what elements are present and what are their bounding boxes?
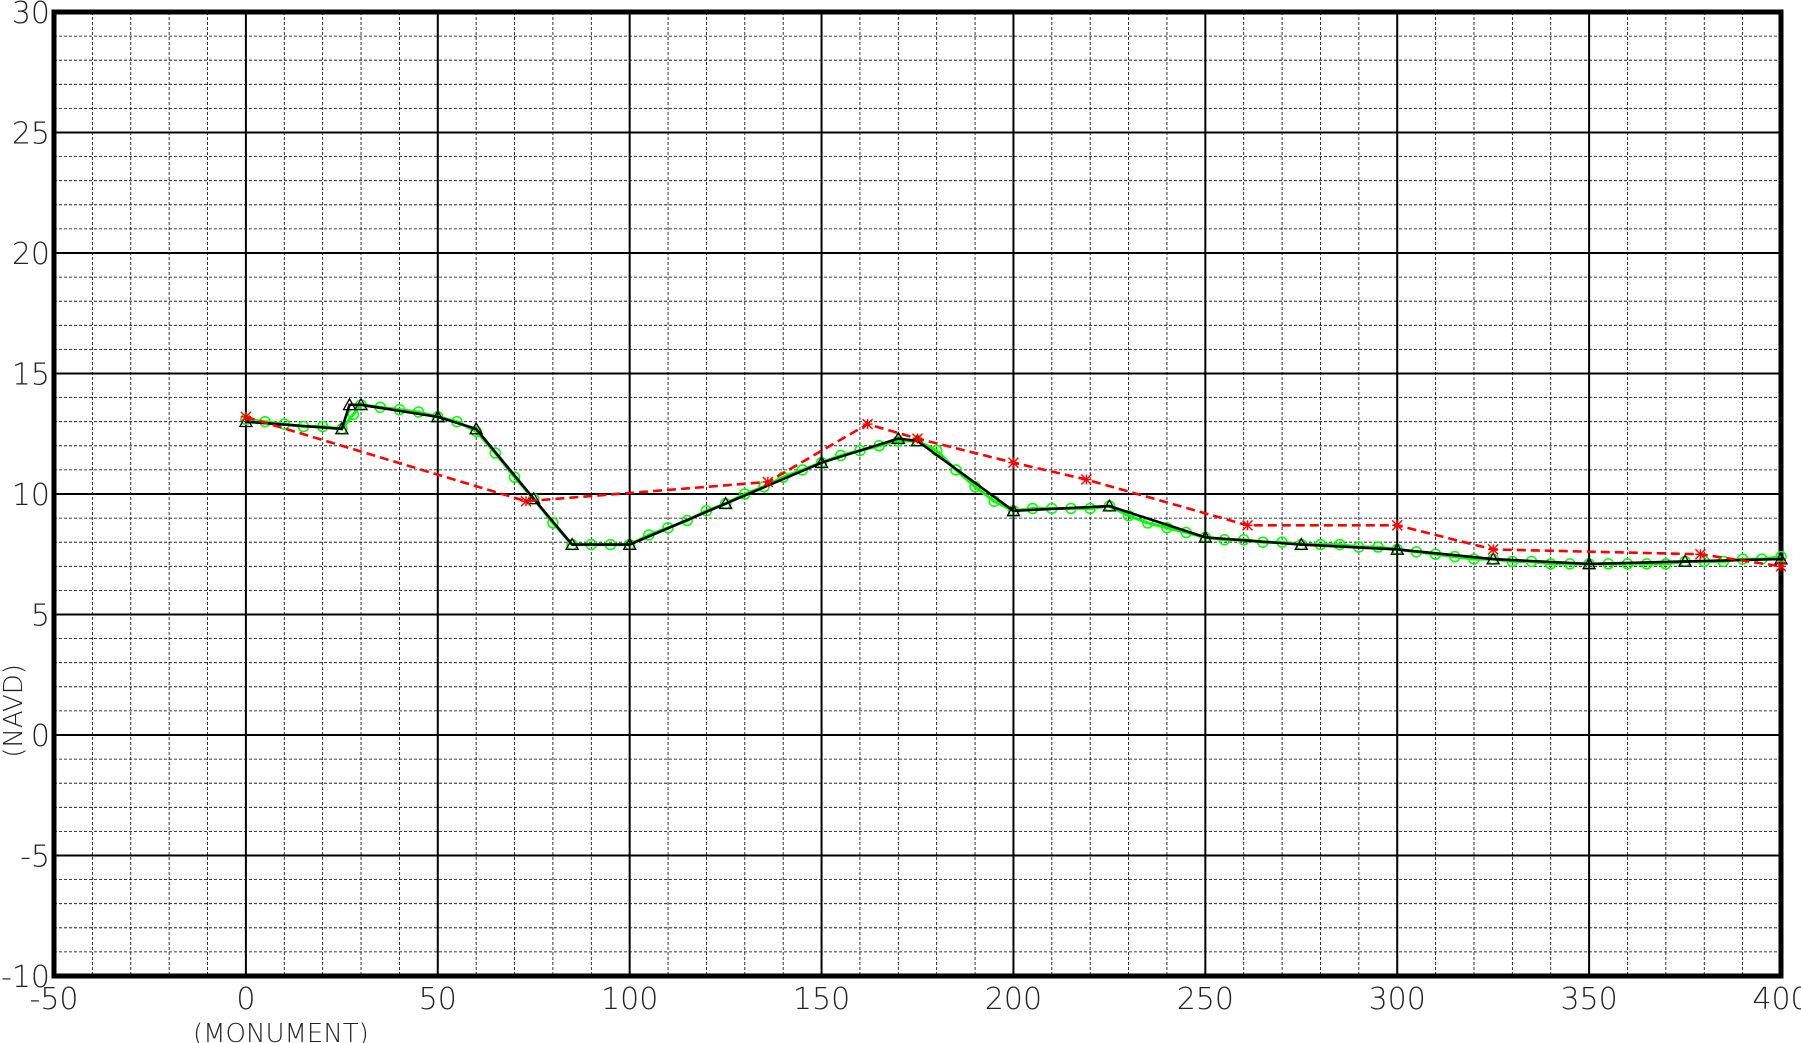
series-line	[245, 403, 1782, 566]
y-tick-label: 10	[12, 478, 50, 513]
y-tick-label: 20	[12, 237, 50, 272]
data-point	[622, 537, 637, 551]
data-point	[1333, 538, 1346, 551]
data-point	[1198, 530, 1213, 543]
series-0	[238, 397, 1789, 570]
data-point	[950, 464, 962, 476]
y-tick-label: 25	[12, 117, 50, 152]
data-point	[469, 421, 484, 435]
data-point	[334, 421, 349, 435]
x-tick-label: 400	[1752, 982, 1801, 1017]
data-point	[862, 418, 874, 430]
y-tick-labels: 30 25 20 15 10 5 0 -5 -10	[1, 0, 50, 995]
x-tick-label: 300	[1369, 982, 1426, 1017]
y-tick-label: -10	[1, 960, 50, 995]
x-tick-label: 250	[1177, 982, 1234, 1017]
y-tick-label: 15	[12, 358, 50, 393]
data-point	[1390, 542, 1405, 555]
data-point	[1487, 543, 1499, 555]
series-line	[245, 415, 1782, 568]
data-point	[240, 411, 252, 423]
x-tick-label: 100	[601, 982, 658, 1017]
data-point	[1006, 503, 1021, 517]
data-point	[1242, 519, 1254, 531]
data-point	[762, 476, 774, 488]
data-point	[508, 471, 521, 483]
data-point	[564, 537, 580, 551]
data-point	[238, 414, 253, 428]
x-tick-label: 350	[1560, 982, 1617, 1017]
x-tick-label: 150	[793, 982, 850, 1017]
data-point	[430, 409, 445, 423]
data-point	[681, 514, 693, 527]
data-point	[547, 517, 559, 529]
x-tick-label: 200	[985, 982, 1042, 1017]
data-point	[814, 455, 829, 469]
data-point	[1544, 558, 1557, 570]
data-point	[1486, 551, 1501, 565]
data-point	[1294, 537, 1309, 551]
data-point	[342, 397, 357, 411]
data-point	[1391, 519, 1403, 531]
data-point	[662, 521, 674, 534]
data-point	[1102, 498, 1117, 512]
data-point	[912, 433, 923, 445]
data-point	[489, 447, 502, 459]
data-point	[1468, 553, 1480, 565]
data-point	[1660, 558, 1672, 570]
data-point	[1640, 558, 1653, 570]
x-tick-label: 0	[236, 982, 255, 1017]
data-point	[854, 444, 866, 457]
data-point	[1775, 560, 1787, 572]
x-tick-labels: -50 0 50 100 150 200 250 300 350 400	[30, 982, 1801, 1017]
data-point	[1122, 509, 1135, 522]
y-axis-label: (NAVD)	[0, 664, 29, 758]
data-point	[526, 491, 541, 505]
x-tick-label: -50	[30, 982, 79, 1017]
y-tick-label: 0	[31, 719, 50, 754]
series-layer	[238, 397, 1789, 572]
data-point	[1582, 556, 1597, 570]
data-point	[1677, 554, 1693, 567]
data-point	[353, 397, 369, 411]
plot-frame	[51, 9, 1784, 979]
x-tick-label: 50	[419, 982, 457, 1017]
data-point	[1080, 474, 1092, 486]
y-tick-label: 5	[31, 599, 50, 634]
y-tick-label: -5	[20, 840, 50, 875]
series-2	[240, 411, 1787, 572]
data-point	[1694, 548, 1706, 560]
data-point	[718, 496, 733, 510]
data-point	[1007, 457, 1019, 469]
y-tick-label: 30	[12, 0, 50, 31]
x-axis-label: (MONUMENT)	[193, 1019, 369, 1043]
data-point	[520, 495, 532, 507]
data-point	[891, 431, 906, 445]
